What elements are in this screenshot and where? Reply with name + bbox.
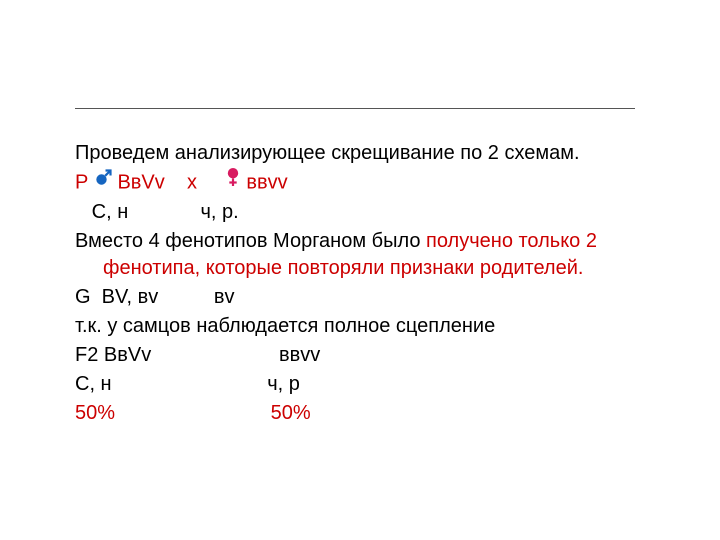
parents-phenotypes: С, н ч, р. [75, 199, 645, 226]
cross-x: х [170, 171, 219, 193]
gametes-line: G ВV, вv вv [75, 284, 645, 311]
slide-body: Проведем анализирующее скрещивание по 2 … [75, 140, 645, 429]
ratio-left: 50% [75, 402, 115, 424]
ratio-gap [121, 402, 265, 424]
male-icon [94, 168, 112, 195]
f2-phenotypes: С, н ч, р [75, 371, 645, 398]
linkage-note: т.к. у самцов наблюдается полное сцеплен… [75, 313, 645, 340]
parents-line: Р ВвVv х ввvv [75, 169, 645, 197]
f2-genotypes: F2 ВвVv ввvv [75, 342, 645, 369]
intro-line: Проведем анализирующее скрещивание по 2 … [75, 140, 645, 167]
morgan-result: Вместо 4 фенотипов Морганом было получен… [75, 228, 645, 282]
p-label: Р [75, 171, 94, 193]
ratio-right: 50% [271, 402, 311, 424]
title-rule [75, 108, 635, 109]
male-genotype: ВвVv [117, 171, 164, 193]
female-genotype: ввvv [246, 171, 287, 193]
slide: Проведем анализирующее скрещивание по 2 … [0, 0, 720, 540]
ratio-line: 50% 50% [75, 400, 645, 427]
morgan-result-a: Вместо 4 фенотипов Морганом было [75, 230, 426, 252]
female-icon [225, 167, 241, 195]
